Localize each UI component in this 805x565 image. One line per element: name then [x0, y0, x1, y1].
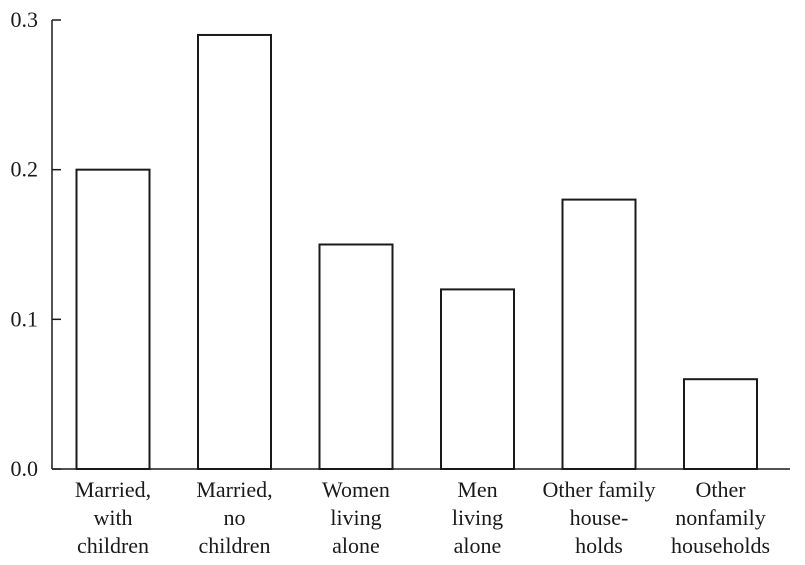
- bars: [75, 33, 758, 471]
- bar-2: [318, 243, 394, 470]
- x-category-label-line: nonfamily: [675, 505, 765, 530]
- x-category-label-line: house-: [570, 505, 629, 530]
- y-axis-ticks: 0.0 0.1 0.2 0.3: [11, 7, 61, 481]
- x-category-label-line: Men: [457, 477, 497, 502]
- x-category-label: Men living alone: [452, 477, 503, 558]
- x-category-label-line: Other: [695, 477, 746, 502]
- x-category-label: Women living alone: [322, 477, 390, 558]
- y-tick-label: 0.1: [11, 306, 39, 331]
- bar-1: [197, 33, 272, 470]
- x-category-label-line: holds: [575, 533, 623, 558]
- x-category-label-line: alone: [454, 533, 502, 558]
- x-category-label-line: living: [330, 505, 381, 530]
- x-category-label: Other family house-holds: [542, 477, 655, 558]
- x-category-label: Married, no children: [196, 477, 272, 558]
- x-category-label-line: Other family: [542, 477, 655, 502]
- x-category-label-line: no: [224, 505, 246, 530]
- bar-0: [75, 168, 151, 471]
- x-category-label-line: alone: [332, 533, 380, 558]
- x-axis-category-labels: Married, with children Married, no children Wo…: [75, 477, 770, 558]
- x-category-label-line: Women: [322, 477, 390, 502]
- x-category-label: Other nonfamily households: [671, 477, 770, 558]
- x-category-label-line: households: [671, 533, 770, 558]
- y-tick-label: 0.2: [11, 157, 39, 182]
- bar-4: [561, 198, 637, 470]
- x-category-label-line: Married,: [75, 477, 151, 502]
- x-category-label-line: Married,: [196, 477, 272, 502]
- x-category-label-line: children: [77, 533, 149, 558]
- x-category-label-line: children: [198, 533, 270, 558]
- bar-5: [683, 378, 758, 471]
- x-category-label-line: living: [452, 505, 503, 530]
- x-category-label: Married, with children: [75, 477, 151, 558]
- y-tick-label: 0.0: [11, 456, 39, 481]
- x-category-label-line: with: [93, 505, 132, 530]
- bar-3: [440, 288, 515, 470]
- y-tick-label: 0.3: [11, 7, 39, 32]
